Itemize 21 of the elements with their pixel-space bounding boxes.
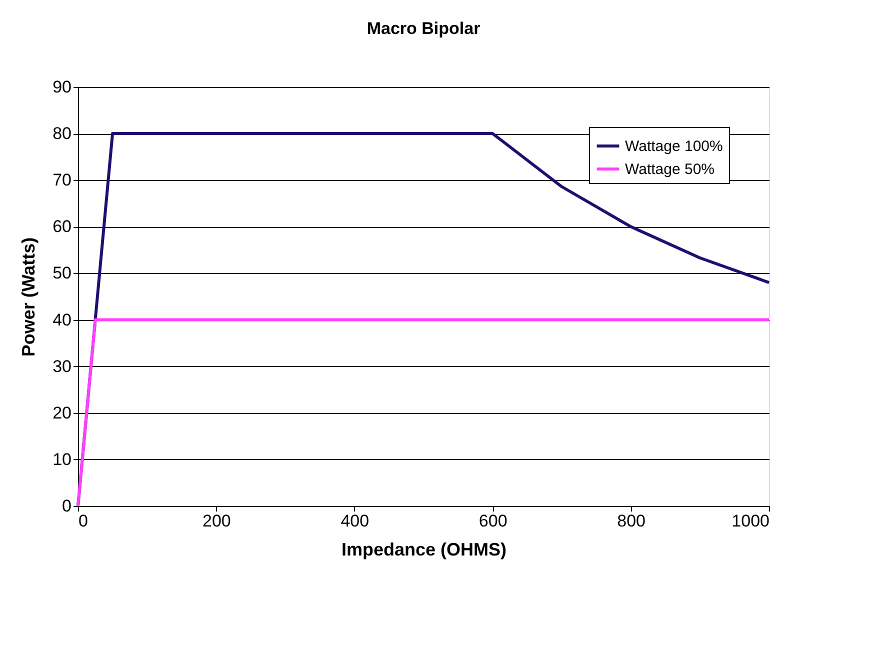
x-tick-label: 800 [617,512,646,530]
x-axis-title: Impedance (OHMS) [341,540,507,560]
legend-label: Wattage 50% [625,161,714,178]
y-tick-label: 70 [52,170,72,190]
y-tick-label: 50 [52,264,72,283]
y-tick-label: 90 [52,78,72,96]
y-tick-label: 80 [52,124,72,144]
y-tick-label: 10 [52,450,72,469]
y-tick-label: 30 [52,356,72,376]
x-tick-label: 200 [202,512,231,530]
x-tick-label: 600 [478,512,508,530]
x-tick-label: 0 [78,512,88,530]
legend-label: Wattage 100% [625,138,723,155]
y-tick-label: 0 [62,496,72,516]
chart-title: Macro Bipolar [366,19,481,38]
y-axis-title: Power (Watts) [18,237,39,357]
y-tick-label: 60 [52,217,72,236]
x-tick-label: 400 [340,512,370,530]
y-tick-label: 20 [52,403,72,422]
x-tick-label: 1000 [732,512,770,530]
y-tick-label: 40 [52,310,72,330]
